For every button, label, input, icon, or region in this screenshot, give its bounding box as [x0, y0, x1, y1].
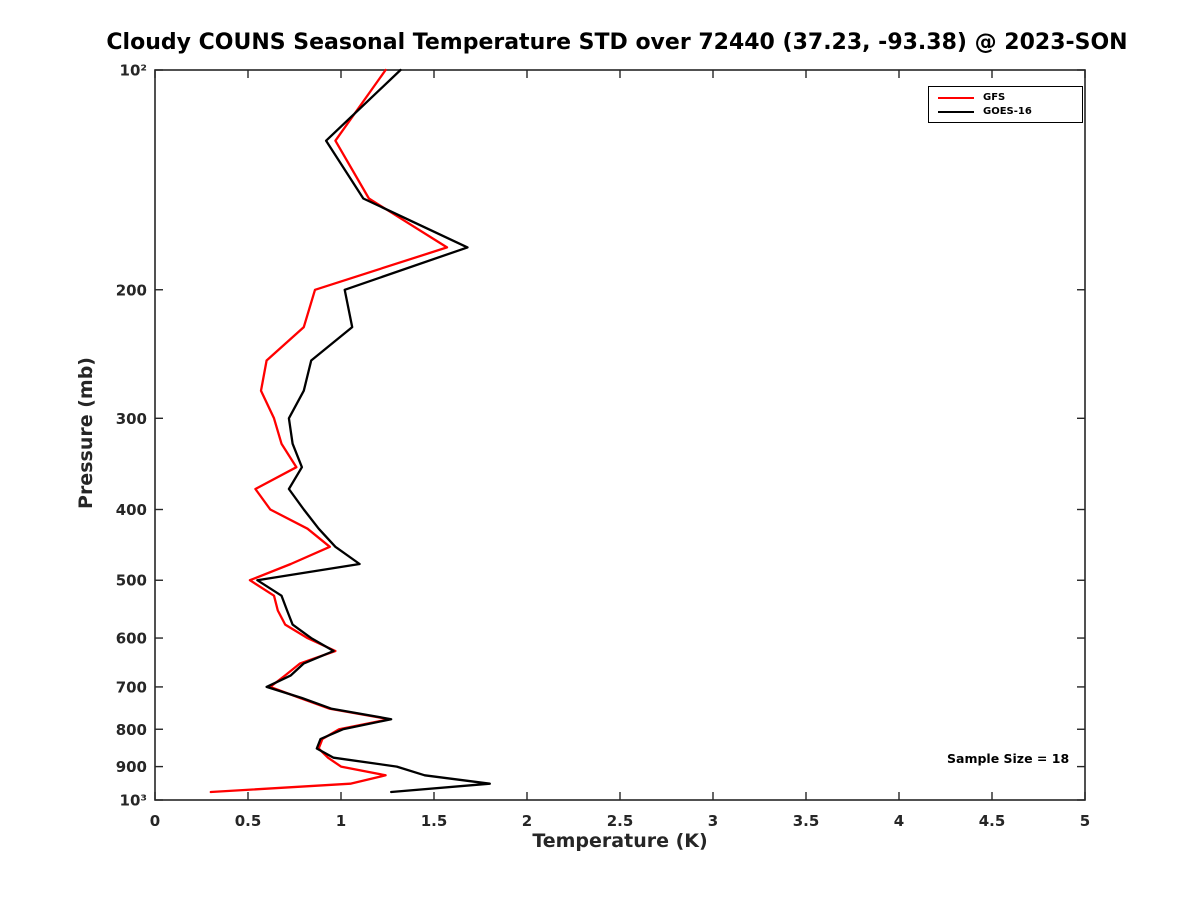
x-axis-label: Temperature (K) — [532, 830, 708, 852]
legend-label-gfs: GFS — [983, 92, 1006, 103]
y-tick-label: 500 — [116, 572, 147, 590]
y-tick-label: 200 — [116, 281, 147, 299]
x-tick-label: 2 — [522, 812, 532, 830]
y-tick-label: 400 — [116, 501, 147, 519]
legend: GFS GOES-16 — [928, 86, 1083, 123]
y-tick-label: 10³ — [120, 792, 147, 810]
legend-item-gfs: GFS — [938, 92, 1073, 103]
x-tick-label: 5 — [1080, 812, 1090, 830]
y-tick-label: 10² — [120, 62, 147, 80]
y-tick-label: 700 — [116, 678, 147, 696]
x-tick-label: 1 — [336, 812, 346, 830]
y-tick-label: 800 — [116, 721, 147, 739]
y-tick-label: 600 — [116, 630, 147, 648]
axes-box — [154, 69, 1086, 801]
x-tick-label: 1.5 — [421, 812, 448, 830]
gfs-line — [209, 68, 449, 794]
goes16-line-swatch — [938, 110, 974, 113]
gfs-line-swatch — [938, 96, 974, 99]
goes16-line — [256, 68, 491, 794]
legend-item-goes16: GOES-16 — [938, 106, 1073, 117]
sample-size-annotation: Sample Size = 18 — [947, 751, 1070, 766]
x-tick-label: 0 — [150, 812, 160, 830]
chart-title: Cloudy COUNS Seasonal Temperature STD ov… — [106, 30, 1128, 55]
y-tick-label: 300 — [116, 410, 147, 428]
x-tick-label: 3.5 — [793, 812, 820, 830]
x-tick-label: 4.5 — [979, 812, 1006, 830]
x-tick-label: 2.5 — [607, 812, 634, 830]
x-tick-label: 3 — [708, 812, 718, 830]
y-tick-label: 900 — [116, 758, 147, 776]
legend-label-goes16: GOES-16 — [983, 106, 1032, 117]
y-axis-label: Pressure (mb) — [75, 357, 97, 509]
x-tick-label: 4 — [894, 812, 904, 830]
x-tick-label: 0.5 — [235, 812, 262, 830]
